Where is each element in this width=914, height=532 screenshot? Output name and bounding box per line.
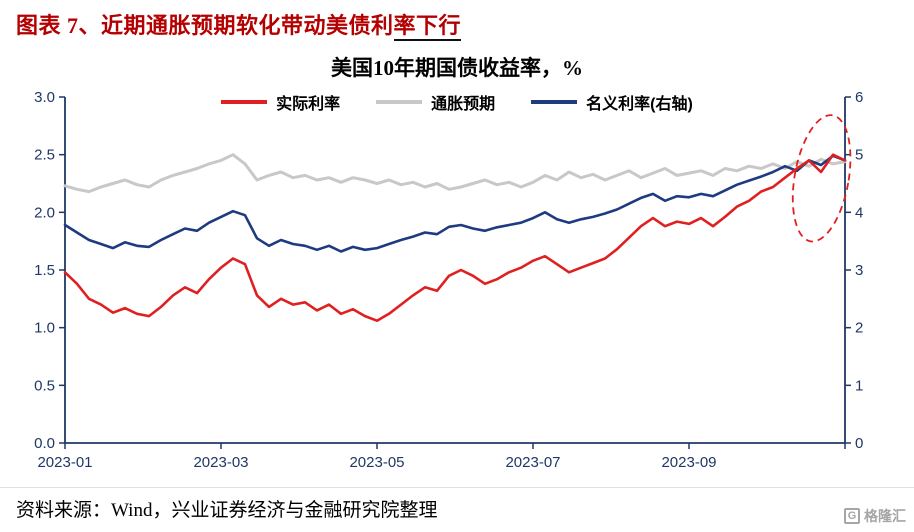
legend-label: 名义利率(右轴) bbox=[586, 96, 693, 113]
x-axis-label: 2023-05 bbox=[349, 454, 404, 471]
highlight-ellipse bbox=[791, 114, 852, 243]
series-line-right-2 bbox=[63, 154, 847, 253]
legend-swatch bbox=[531, 100, 578, 104]
right-axis-label: 5 bbox=[855, 147, 863, 164]
left-axis-label: 2.5 bbox=[34, 147, 55, 164]
legend-swatch bbox=[376, 100, 423, 104]
right-axis-label: 4 bbox=[855, 204, 863, 221]
figure-title-text: 图表 7、近期通胀预期软化带动美债利 bbox=[16, 13, 394, 38]
chart-title: 美国10年期国债收益率，% bbox=[331, 56, 583, 80]
left-axis-label: 0.0 bbox=[34, 435, 55, 452]
chart-legend: 实际利率 通胀预期 名义利率(右轴) bbox=[0, 90, 914, 114]
right-axis-label: 3 bbox=[855, 262, 863, 279]
yield-chart: 0.0 0.5 1.0 1.5 2.0 2.5 3.0 0 1 2 3 4 5 6 2023-01 2023-… bbox=[34, 89, 863, 471]
left-axis-label: 3.0 bbox=[34, 89, 55, 106]
right-axis-label: 2 bbox=[855, 320, 863, 337]
left-axis-label: 2.0 bbox=[34, 204, 55, 221]
figure-title-underlined-text: 率下行 bbox=[393, 13, 462, 41]
left-axis-label: 0.5 bbox=[34, 377, 55, 394]
series-line-left-1 bbox=[63, 153, 847, 194]
source-note: 资料来源：Wind，兴业证券经济与金融研究院整理 bbox=[16, 500, 438, 521]
logo-g-icon: G bbox=[844, 508, 860, 524]
x-axis-label: 2023-07 bbox=[505, 454, 560, 471]
right-axis-label: 0 bbox=[855, 435, 863, 452]
x-axis-label: 2023-03 bbox=[193, 454, 248, 471]
right-axis-label: 1 bbox=[855, 377, 863, 394]
left-axis-label: 1.5 bbox=[34, 262, 55, 279]
series-line-left-3 bbox=[63, 153, 847, 322]
figure-title: 图表 7、近期通胀预期软化带动美债利率下行 bbox=[16, 8, 462, 41]
legend-item: 通胀预期 bbox=[376, 90, 495, 114]
right-axis-label: 6 bbox=[855, 89, 863, 106]
legend-item: 名义利率(右轴) bbox=[531, 90, 693, 114]
gelonghui-logo: G 格隆汇 bbox=[844, 506, 906, 526]
left-axis-label: 1.0 bbox=[34, 320, 55, 337]
legend-label: 通胀预期 bbox=[431, 96, 496, 113]
x-axis-label: 2023-09 bbox=[661, 454, 716, 471]
legend-label: 实际利率 bbox=[276, 96, 341, 113]
logo-text: 格隆汇 bbox=[864, 508, 906, 524]
footer-divider bbox=[0, 487, 914, 488]
legend-item: 实际利率 bbox=[221, 90, 340, 114]
x-axis-label: 2023-01 bbox=[37, 454, 92, 471]
legend-swatch bbox=[221, 100, 268, 104]
